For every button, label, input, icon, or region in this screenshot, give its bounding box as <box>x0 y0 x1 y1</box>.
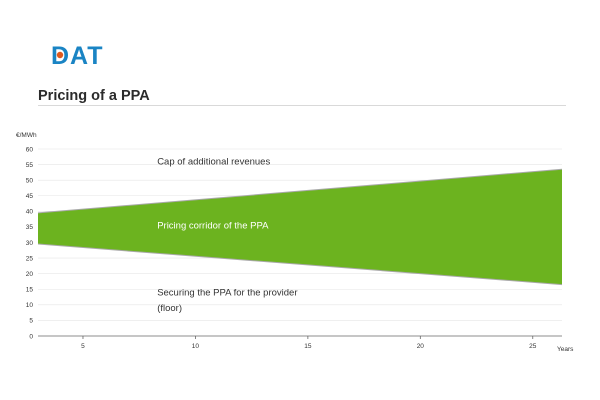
y-tick-label-20: 20 <box>26 271 34 278</box>
y-tick-label-5: 5 <box>29 318 33 325</box>
x-tick-label-5: 5 <box>81 343 85 350</box>
x-axis-label: Years <box>557 346 574 353</box>
x-tick-label-25: 25 <box>529 343 537 350</box>
dat-logo: DAT <box>51 42 103 68</box>
y-axis-label: €/MWh <box>16 132 37 139</box>
y-tick-label-15: 15 <box>26 287 34 294</box>
y-tick-label-0: 0 <box>29 333 33 340</box>
x-tick-label-20: 20 <box>417 343 425 350</box>
annotation-3: (floor) <box>157 303 182 314</box>
x-tick-label-15: 15 <box>304 343 312 350</box>
annotation-2: Securing the PPA for the provider <box>157 287 297 298</box>
annotation-1: Pricing corridor of the PPA <box>157 220 269 231</box>
floor-line <box>37 243 563 286</box>
y-tick-label-25: 25 <box>26 255 34 262</box>
title-divider <box>38 105 566 106</box>
annotation-0: Cap of additional revenues <box>157 157 270 168</box>
page-title: Pricing of a PPA <box>38 88 150 104</box>
logo-sun-icon <box>56 51 64 59</box>
cap-line <box>37 168 563 214</box>
pricing-corridor-area <box>37 168 563 286</box>
annotations: Cap of additional revenues Pricing corrid… <box>157 157 297 314</box>
y-tick-label-35: 35 <box>26 224 34 231</box>
y-tick-label-50: 50 <box>26 177 34 184</box>
corridor-fill <box>38 169 562 285</box>
y-tick-label-45: 45 <box>26 193 34 200</box>
y-tick-label-55: 55 <box>26 162 34 169</box>
axes: 0 5 10 15 20 25 30 35 40 45 50 55 60 5 10 15 20 25 Years <box>26 146 574 353</box>
x-tick-label-10: 10 <box>192 343 200 350</box>
y-tick-label-60: 60 <box>26 146 34 153</box>
y-tick-label-10: 10 <box>26 302 34 309</box>
y-tick-label-40: 40 <box>26 209 34 216</box>
y-tick-label-30: 30 <box>26 240 34 247</box>
